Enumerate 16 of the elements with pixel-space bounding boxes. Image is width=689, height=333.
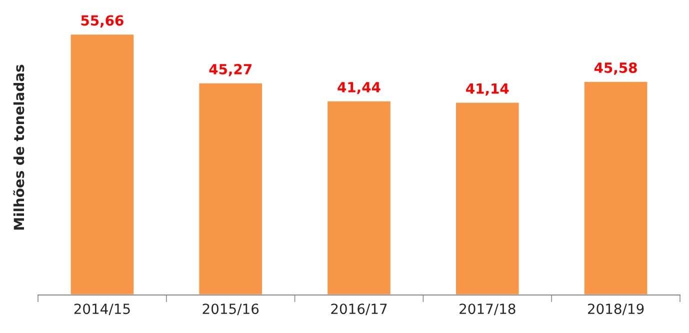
data-label: 45,27: [209, 64, 252, 76]
data-label: 45,58: [594, 62, 637, 75]
bar: [583, 80, 649, 295]
data-label: 41,44: [338, 82, 380, 94]
bar: [454, 101, 520, 295]
x-tick-label: 2016/17: [331, 304, 387, 316]
data-label: 55,66: [81, 15, 124, 28]
bar: [69, 33, 135, 295]
x-tick-label: 2014/15: [74, 304, 130, 316]
data-label: 41,14: [466, 83, 509, 96]
x-tick-label: 2017/18: [460, 304, 516, 316]
bar: [326, 100, 392, 295]
x-tick-label: 2015/16: [202, 304, 259, 316]
x-tick-label: 2018/19: [588, 304, 644, 316]
bar: [198, 82, 264, 295]
y-axis-title: Milhões de toneladas: [13, 64, 24, 230]
